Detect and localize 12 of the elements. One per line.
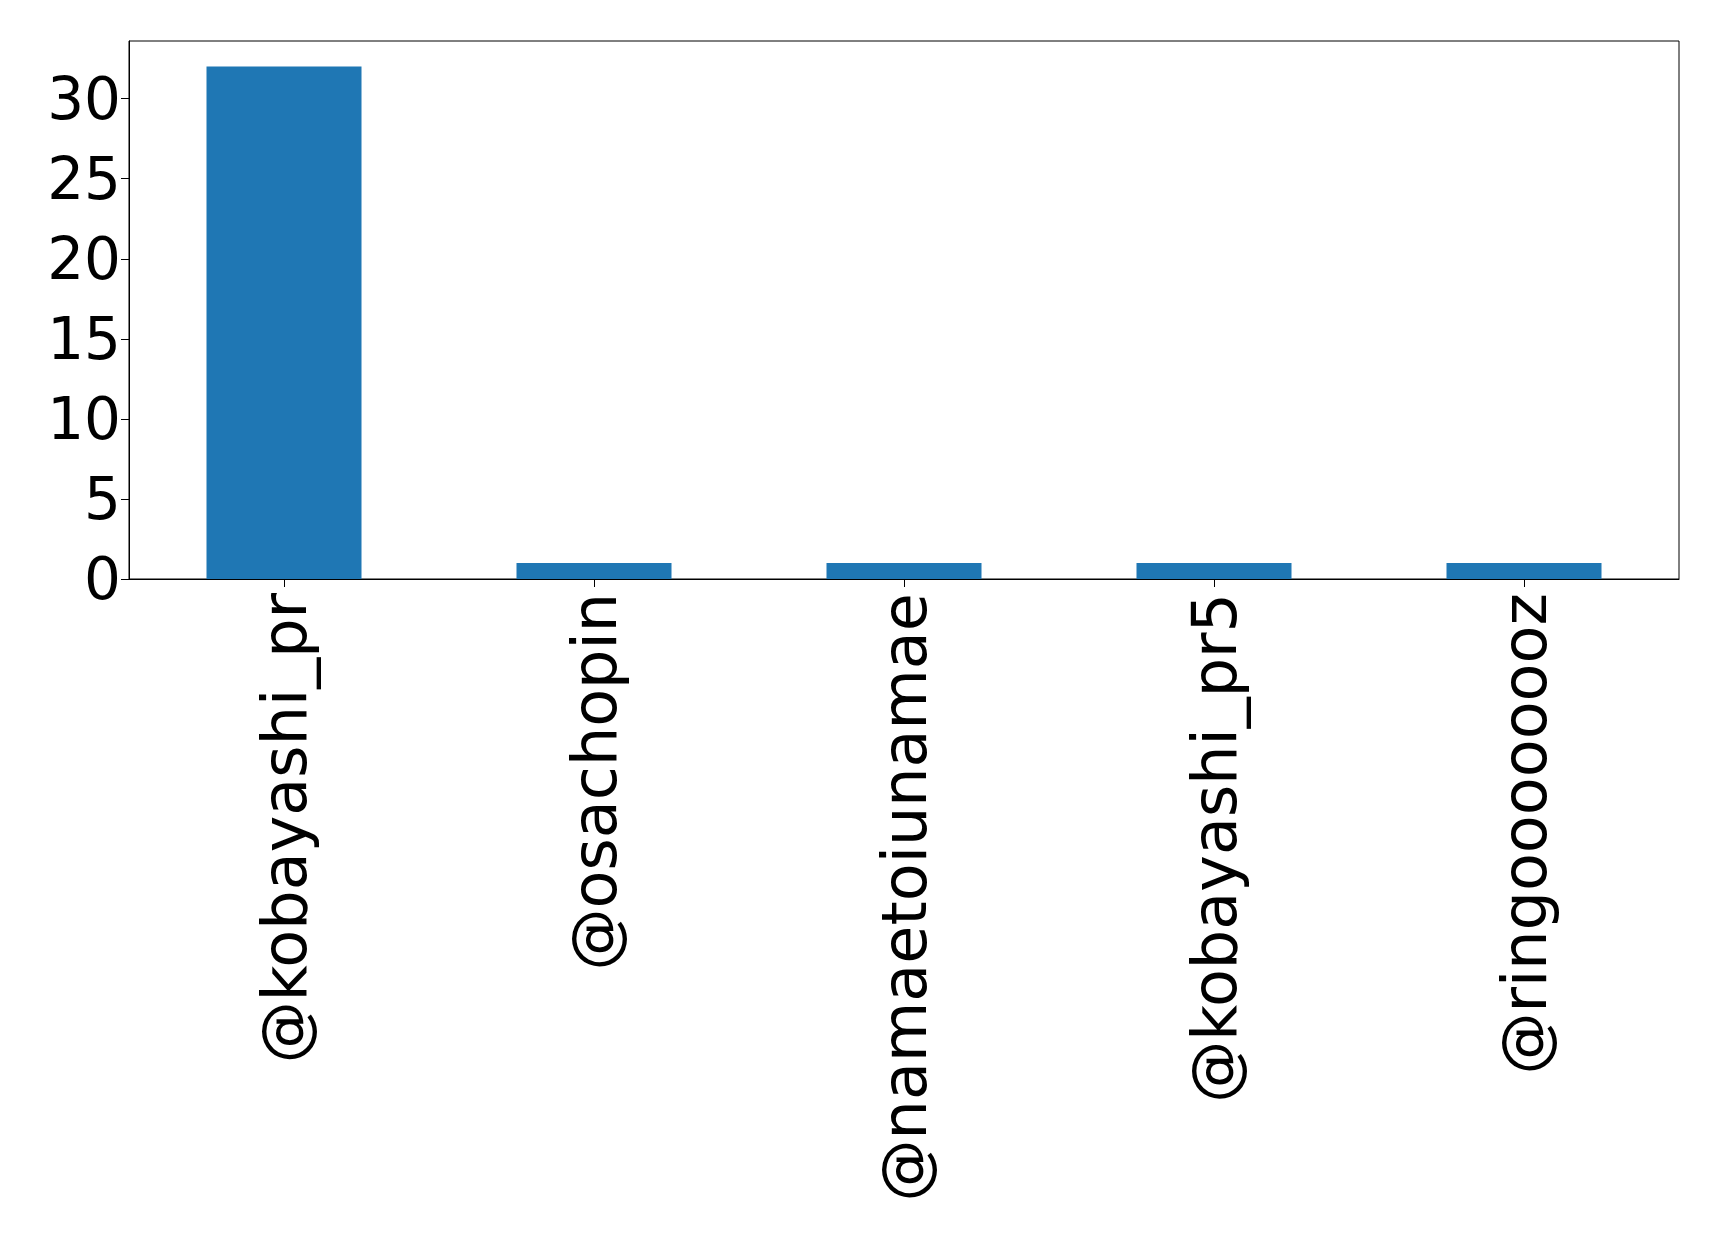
y-tick-label: 30	[47, 64, 121, 133]
x-tick-label: @kobayashi_pr	[247, 592, 321, 1064]
y-tick-label: 15	[47, 304, 121, 373]
y-tick-label: 10	[47, 384, 121, 453]
x-tick-label: @namaetoiunamae	[867, 593, 941, 1202]
x-tick-label: @osachopin	[557, 593, 631, 971]
y-tick-label: 0	[84, 545, 121, 613]
y-tick-label: 20	[47, 224, 121, 293]
y-tick-label: 5	[84, 464, 121, 533]
x-tick-label: @ringoooooooz	[1487, 593, 1561, 1075]
y-tick-label: 25	[47, 144, 121, 213]
x-tick-label: @kobayashi_pr5	[1177, 593, 1251, 1103]
